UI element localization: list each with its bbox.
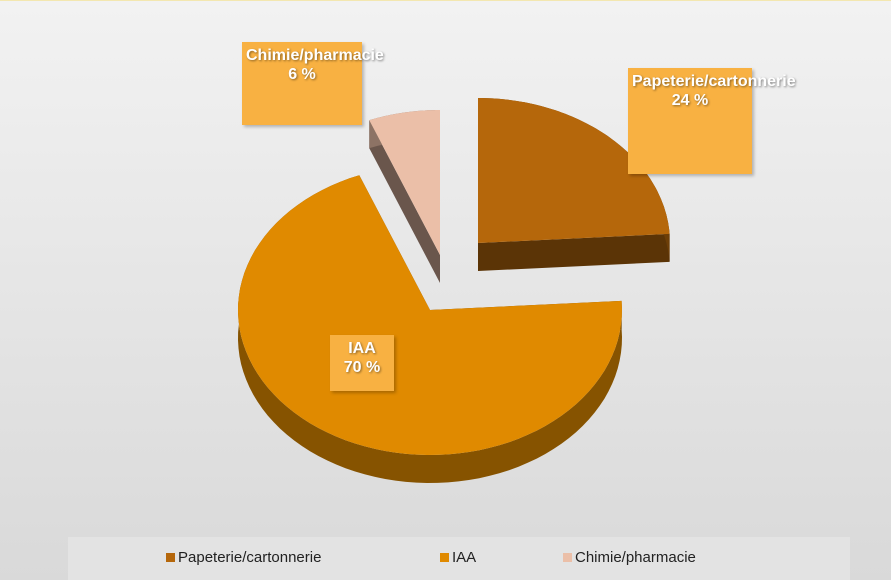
legend-label: Chimie/pharmacie <box>575 549 696 566</box>
label-value: 24 % <box>671 92 709 109</box>
data-label: Chimie/pharmacie 6 % <box>242 42 384 125</box>
data-label: IAA 70 % <box>330 335 394 391</box>
legend-label: IAA <box>452 549 476 566</box>
slice <box>369 110 440 255</box>
slice-side <box>369 120 440 283</box>
legend-band <box>68 537 850 580</box>
legend: Papeterie/cartonnerie IAA Chimie/pharmacie <box>166 549 696 566</box>
label-category: Chimie/pharmacie <box>246 47 384 64</box>
slice-side <box>478 233 670 271</box>
legend-swatch <box>440 553 449 562</box>
legend-label: Papeterie/cartonnerie <box>178 549 321 566</box>
label-category: IAA <box>348 340 376 357</box>
label-value: 70 % <box>343 359 381 376</box>
label-category: Papeterie/cartonnerie <box>632 73 796 90</box>
slice <box>478 98 670 243</box>
label-value: 6 % <box>288 66 316 83</box>
legend-swatch <box>563 553 572 562</box>
legend-swatch <box>166 553 175 562</box>
data-label: Papeterie/cartonnerie 24 % <box>628 68 796 174</box>
